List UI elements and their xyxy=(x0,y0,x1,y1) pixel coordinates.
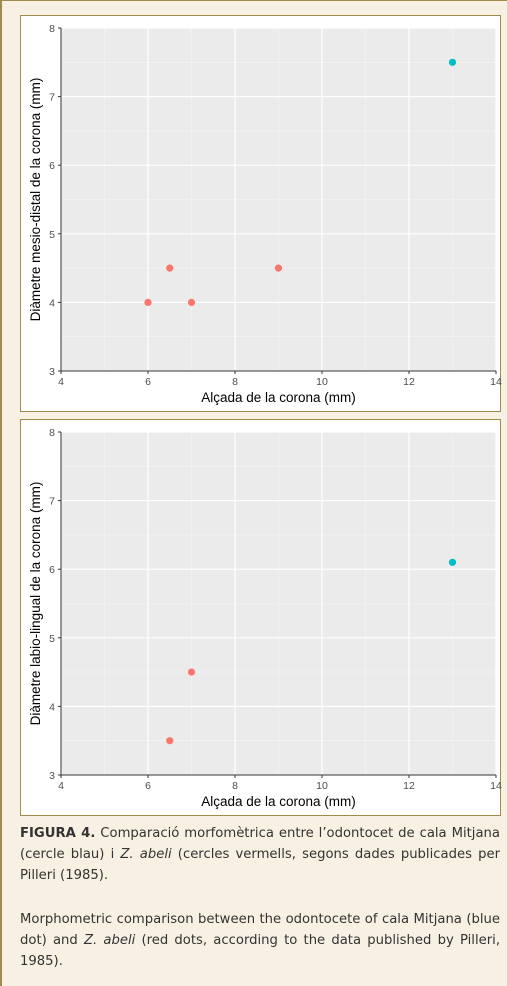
caption-english: Morphometric comparison between the odon… xyxy=(20,909,500,972)
y-tick-label: 4 xyxy=(49,297,55,309)
data-point xyxy=(187,668,196,676)
y-axis-title: Diàmetre mesio-distal de la corona (mm) xyxy=(28,78,43,322)
y-tick-label: 5 xyxy=(49,229,55,241)
caption-species-ca: Z. abeli xyxy=(120,847,172,862)
data-point xyxy=(166,264,174,272)
data-point xyxy=(166,737,174,745)
caption-ca-text-1: Comparació morfomètrica entre l’odontoce… xyxy=(20,826,500,862)
x-tick-label: 10 xyxy=(316,376,328,388)
y-tick-label: 3 xyxy=(49,366,55,378)
y-tick-label: 6 xyxy=(49,160,55,172)
chart-panel-mesio-distal: 4 6 8 10 12 14 3 4 5 6 7 8 Alçada de la corona (mm) D… xyxy=(20,15,502,412)
x-tick-label: 12 xyxy=(403,780,415,792)
y-tick-label: 7 xyxy=(49,92,55,104)
x-axis-title: Alçada de la corona (mm) xyxy=(201,390,356,405)
x-tick-label: 8 xyxy=(232,376,238,388)
y-tick-label: 5 xyxy=(49,633,55,645)
x-axis-title: Alçada de la corona (mm) xyxy=(201,794,356,809)
caption-en-text-2: (red dots, according to the data publish… xyxy=(20,933,501,969)
y-tick-label: 3 xyxy=(49,770,55,782)
y-tick-label: 6 xyxy=(49,564,55,576)
y-axis-title: Diàmetre labio-lingual de la corona (mm) xyxy=(28,482,43,726)
x-tick-label: 8 xyxy=(232,780,238,792)
x-tick-label: 14 xyxy=(490,780,502,792)
x-tick-label: 14 xyxy=(490,376,502,388)
data-point xyxy=(274,264,283,272)
x-tick-label: 10 xyxy=(316,780,328,792)
y-tick-label: 7 xyxy=(49,496,55,508)
caption-en-text-1: Morphometric comparison between the odon… xyxy=(20,912,500,948)
data-point xyxy=(144,298,152,306)
y-tick-label: 8 xyxy=(49,427,55,439)
caption-figure-label: FIGURA 4. xyxy=(20,826,96,841)
caption-catalan: FIGURA 4. Comparació morfomètrica entre … xyxy=(20,823,500,886)
x-tick-label: 4 xyxy=(58,780,64,792)
x-tick-label: 6 xyxy=(145,376,151,388)
data-point xyxy=(187,298,196,306)
y-tick-label: 8 xyxy=(49,23,55,35)
x-tick-label: 6 xyxy=(145,780,151,792)
chart-panel-labio-lingual: 4 6 8 10 12 14 3 4 5 6 7 8 Alçada de la corona (mm) D… xyxy=(20,419,502,816)
data-point xyxy=(448,558,457,566)
caption-species-en: Z. abeli xyxy=(83,933,136,948)
x-tick-label: 12 xyxy=(403,376,415,388)
caption-ca-text-2: (cercles vermells, segons dades publicad… xyxy=(20,847,500,883)
x-tick-label: 4 xyxy=(58,376,64,388)
y-tick-label: 4 xyxy=(49,701,55,713)
data-point xyxy=(448,58,457,66)
